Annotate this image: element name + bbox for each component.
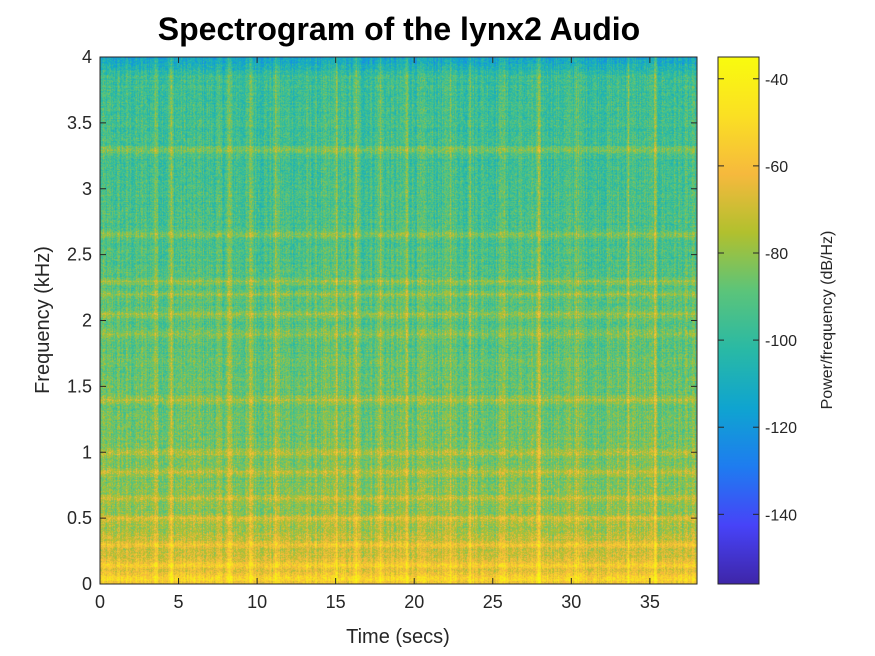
- colorbar-tick-label: -100: [765, 333, 797, 350]
- y-tick-label: 3: [82, 179, 92, 199]
- colorbar-tick-label: -40: [765, 72, 788, 89]
- chart-title: Spectrogram of the lynx2 Audio: [158, 11, 640, 47]
- y-tick-label: 3.5: [67, 113, 92, 133]
- x-tick-label: 10: [247, 592, 267, 612]
- colorbar-tick-label: -80: [765, 246, 788, 263]
- x-tick-label: 20: [404, 592, 424, 612]
- x-axis-label: Time (secs): [346, 626, 450, 648]
- x-tick-label: 0: [95, 592, 105, 612]
- colorbar: [717, 56, 760, 585]
- x-tick-label: 15: [326, 592, 346, 612]
- colorbar-tick-label: -140: [765, 507, 797, 524]
- y-tick-label: 1: [82, 442, 92, 462]
- y-axis-label: Frequency (kHz): [32, 246, 54, 394]
- x-tick-label: 5: [174, 592, 184, 612]
- y-tick-label: 0.5: [67, 508, 92, 528]
- colorbar-tick-label: -120: [765, 420, 797, 437]
- y-tick-label: 4: [82, 47, 92, 67]
- x-axis: 0 5 10 15 20 25 30 35: [95, 57, 660, 612]
- spectrogram-plot-area: [100, 57, 697, 584]
- y-tick-label: 0: [82, 574, 92, 594]
- x-tick-label: 35: [640, 592, 660, 612]
- colorbar-tick-label: -60: [765, 159, 788, 176]
- colorbar-axis: -40 -60 -80 -100 -120 -140: [718, 72, 797, 524]
- x-tick-label: 25: [483, 592, 503, 612]
- y-tick-label: 1.5: [67, 376, 92, 396]
- y-tick-label: 2: [82, 311, 92, 331]
- colorbar-label: Power/frequency (dB/Hz): [819, 231, 836, 410]
- y-tick-label: 2.5: [67, 245, 92, 265]
- spectrogram-canvas: [100, 57, 697, 584]
- x-tick-label: 30: [561, 592, 581, 612]
- y-axis: 0 0.5 1 1.5 2 2.5 3 3.5 4: [67, 47, 697, 594]
